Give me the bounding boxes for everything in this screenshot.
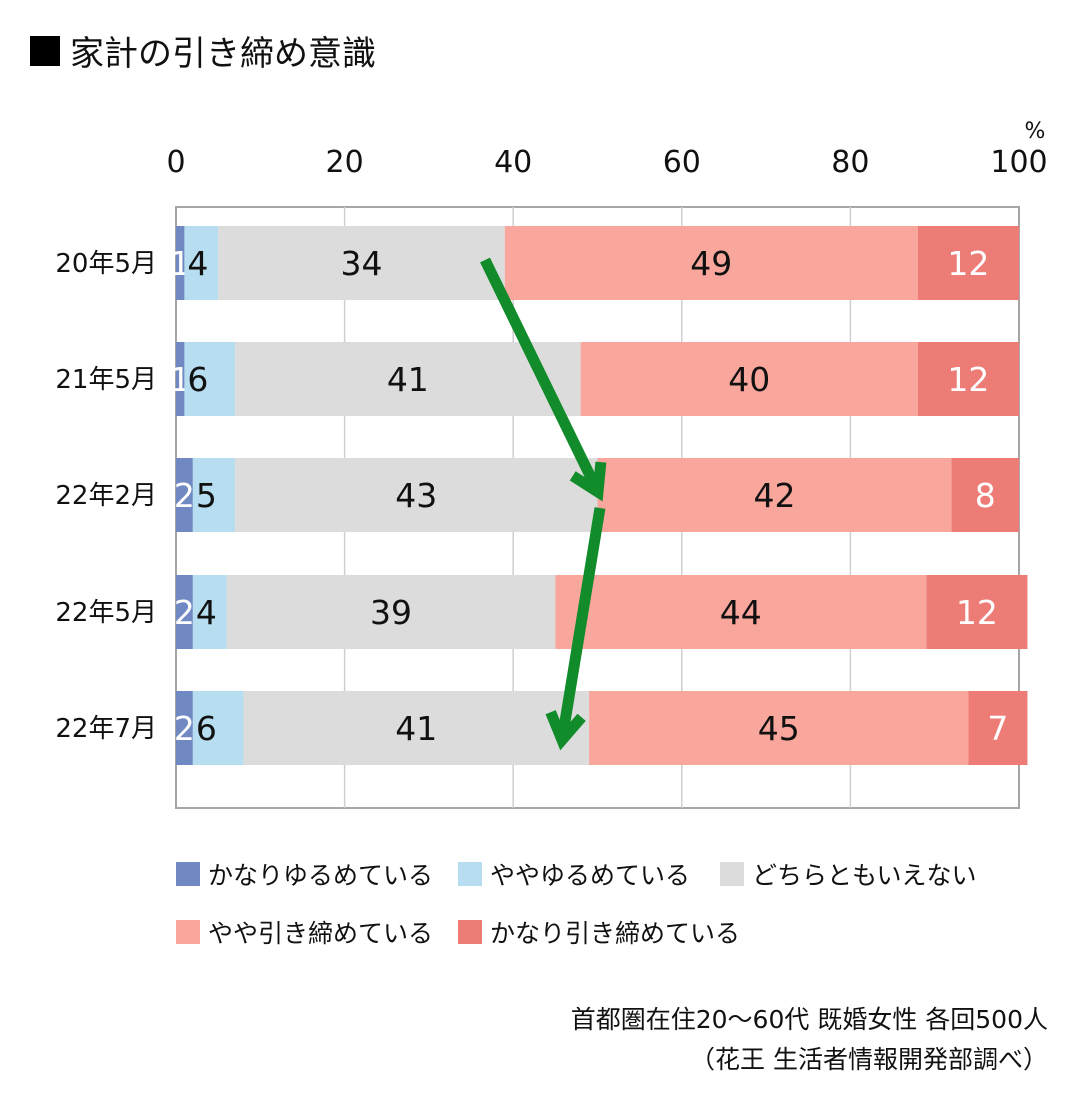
legend-swatch <box>176 862 200 886</box>
bar-segment <box>218 226 505 300</box>
bar-segment <box>243 691 590 765</box>
bar-segment <box>917 226 1019 300</box>
bar-segment <box>176 342 185 416</box>
source-note: 首都圏在住20〜60代 既婚女性 各回500人 （花王 生活者情報開発部調べ） <box>571 1000 1048 1080</box>
trend-arrow-2 <box>556 507 606 741</box>
data-label: 7 <box>987 709 1008 748</box>
x-tick-label: 20 <box>326 145 364 180</box>
bar-segment <box>580 342 918 416</box>
data-label: 34 <box>340 244 382 283</box>
legend-item-kanari-hikishimeteiru: かなり引き締めている <box>458 914 740 950</box>
source-line-1: 首都圏在住20〜60代 既婚女性 各回500人 <box>570 1005 1048 1034</box>
category-label: 22年2月 <box>55 481 157 511</box>
category-label: 21年5月 <box>55 365 157 395</box>
legend-row-2: やや引き締めている かなり引き締めている <box>176 910 1016 954</box>
legend-item-yaya-hikishimeteiru: やや引き締めている <box>176 914 458 950</box>
x-tick-label: 60 <box>663 145 701 180</box>
legend-label: かなり引き締めている <box>490 919 741 948</box>
legend-item-dochiratomo-ienai: どちらともいえない <box>720 856 977 892</box>
bar-segment <box>176 458 193 532</box>
data-label: 2 <box>174 476 195 515</box>
bar-segment <box>192 691 244 765</box>
bar-segment <box>176 226 185 300</box>
data-label: 6 <box>187 360 208 399</box>
data-label: 5 <box>196 476 217 515</box>
data-label: 43 <box>395 476 437 515</box>
data-label: 4 <box>196 593 217 632</box>
bar-segment <box>226 575 556 649</box>
bar-segment <box>184 226 219 300</box>
legend-item-kanari-yurumeteiru: かなりゆるめている <box>176 856 458 892</box>
trend-arrow-2-head <box>545 710 586 751</box>
source-line-2: （花王 生活者情報開発部調べ） <box>690 1045 1048 1074</box>
legend-row-1: かなりゆるめている ややゆるめている どちらともいえない <box>176 852 1016 896</box>
bar-segment <box>192 575 227 649</box>
legend-swatch <box>458 920 482 944</box>
legend-label: ややゆるめている <box>490 861 691 890</box>
legend-label: かなりゆるめている <box>208 861 434 890</box>
trend-arrow-1-head <box>569 461 607 502</box>
bar-segment <box>176 691 193 765</box>
data-label: 42 <box>754 476 796 515</box>
legend-label: どちらともいえない <box>752 861 977 890</box>
legend-swatch <box>458 862 482 886</box>
bar-segment <box>176 575 193 649</box>
data-label: 2 <box>174 593 195 632</box>
legend: かなりゆるめている ややゆるめている どちらともいえない やや引き締めている か… <box>176 852 1016 968</box>
bar-segment <box>184 342 236 416</box>
bar-segment <box>951 458 1019 532</box>
legend-swatch <box>720 862 744 886</box>
data-label: 4 <box>187 244 208 283</box>
bar-segment <box>235 458 598 532</box>
trend-arrow-1 <box>480 257 603 495</box>
bar-segment <box>917 342 1019 416</box>
bar-segment <box>504 226 918 300</box>
legend-swatch <box>176 920 200 944</box>
data-label: 45 <box>758 709 800 748</box>
data-label: 39 <box>370 593 412 632</box>
data-label: 8 <box>975 476 996 515</box>
data-label: 41 <box>387 360 429 399</box>
data-label: 12 <box>947 244 989 283</box>
bar-segment <box>597 458 952 532</box>
x-tick-label: 80 <box>831 145 869 180</box>
chart-title: 家計の引き締め意識 <box>30 26 376 75</box>
data-label: 41 <box>395 709 437 748</box>
category-label: 22年7月 <box>55 714 157 744</box>
data-label: 12 <box>947 360 989 399</box>
bar-segment <box>192 458 236 532</box>
title-square-icon <box>30 35 60 66</box>
bar-segment <box>235 342 581 416</box>
data-label: 6 <box>196 709 217 748</box>
bar-segment <box>968 691 1028 765</box>
x-tick-label: 100 <box>990 145 1047 180</box>
unit-label: % <box>1025 119 1046 144</box>
data-label: 44 <box>720 593 762 632</box>
data-label: 49 <box>690 244 732 283</box>
legend-item-yaya-yurumeteiru: ややゆるめている <box>458 856 720 892</box>
bar-segment <box>555 575 927 649</box>
category-label: 20年5月 <box>55 249 157 279</box>
category-label: 22年5月 <box>55 598 157 628</box>
x-tick-label: 40 <box>494 145 532 180</box>
x-tick-label: 0 <box>166 145 185 180</box>
legend-label: やや引き締めている <box>208 919 434 948</box>
bar-segment <box>926 575 1028 649</box>
data-label: 12 <box>956 593 998 632</box>
chart-title-text: 家計の引き締め意識 <box>70 34 376 74</box>
data-label: 40 <box>728 360 770 399</box>
data-label: 2 <box>174 709 195 748</box>
bar-segment <box>589 691 969 765</box>
